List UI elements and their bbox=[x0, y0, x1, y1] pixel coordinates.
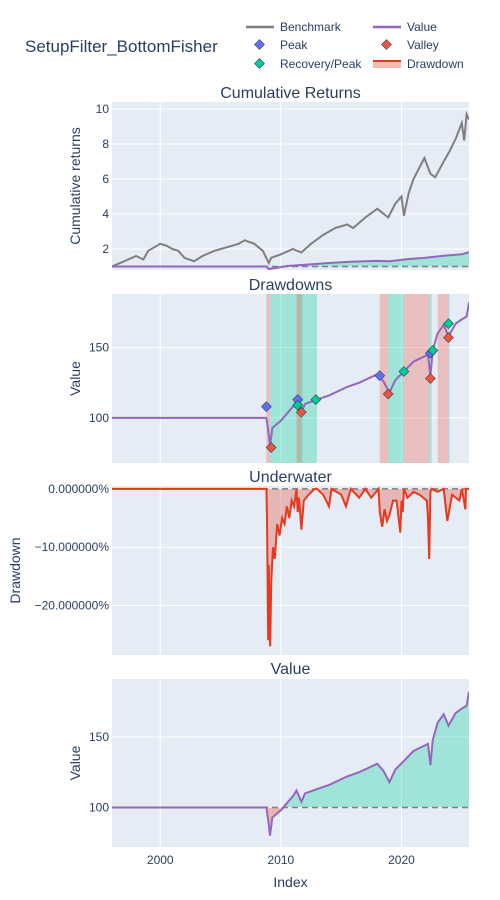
drawdown-shade bbox=[266, 294, 270, 463]
drawdown-line bbox=[112, 486, 469, 647]
y-axis-label: Value bbox=[67, 745, 83, 780]
subplot-title: Value bbox=[271, 661, 311, 678]
recovery-shade bbox=[448, 294, 450, 463]
peak-marker bbox=[261, 401, 272, 413]
underwater-panel: 0.000000% −10.000000% −20.000000% Underwate… bbox=[7, 469, 469, 655]
gain-area bbox=[112, 691, 469, 808]
plot-area bbox=[112, 294, 469, 463]
recovery-marker bbox=[443, 318, 454, 329]
recovery-marker bbox=[427, 344, 439, 356]
legend: Benchmark Value Peak Valley Recovery/Pea… bbox=[246, 20, 464, 71]
recovery-marker bbox=[310, 394, 322, 405]
legend-drawdown-swatch bbox=[373, 60, 401, 68]
valley-marker bbox=[265, 442, 277, 453]
legend-peak-marker bbox=[254, 39, 265, 50]
legend-recovery-marker bbox=[254, 58, 265, 69]
benchmark-line bbox=[112, 110, 469, 268]
y-tick-label: 8 bbox=[102, 137, 109, 151]
y-tick-label: 0.000000% bbox=[48, 482, 109, 496]
drawdown-shade bbox=[437, 294, 449, 463]
plot-area bbox=[112, 102, 469, 270]
y-tick-label: 150 bbox=[89, 341, 109, 355]
subplot-title: Drawdowns bbox=[249, 277, 333, 294]
plot-body bbox=[112, 486, 469, 647]
legend-recovery-label: Recovery/Peak bbox=[280, 57, 362, 71]
y-tick-label: 150 bbox=[89, 730, 109, 744]
peak-marker bbox=[292, 394, 304, 405]
y-tick-label: 6 bbox=[102, 172, 109, 186]
legend-valley-marker bbox=[381, 39, 392, 50]
legend-drawdown-label: Drawdown bbox=[407, 57, 464, 71]
x-tick-label: 2010 bbox=[267, 853, 294, 867]
value-panel: 100 150 Value Value 2000 2010 2020 Index bbox=[67, 661, 469, 890]
legend-benchmark-label: Benchmark bbox=[280, 20, 342, 34]
recovery-shade bbox=[269, 294, 318, 463]
drawdown-shade bbox=[403, 294, 430, 463]
value-line bbox=[112, 691, 469, 836]
valley-marker bbox=[382, 388, 394, 400]
legend-valley-label: Valley bbox=[407, 38, 439, 52]
valley-marker bbox=[425, 373, 436, 384]
subplot-title: Cumulative Returns bbox=[220, 85, 361, 102]
y-tick-label: −20.000000% bbox=[35, 598, 110, 612]
y-tick-label: 2 bbox=[102, 242, 109, 256]
legend-peak-label: Peak bbox=[280, 38, 308, 52]
y-tick-label: 100 bbox=[89, 411, 109, 425]
cumulative-returns-panel: 2 4 6 8 10 Cumulative Returns Cumulative retur… bbox=[67, 85, 469, 270]
y-axis-label: Cumulative returns bbox=[67, 127, 83, 245]
peak-marker bbox=[374, 370, 386, 382]
y-axis-label: Value bbox=[67, 361, 83, 396]
value-area bbox=[112, 252, 469, 270]
x-tick-label: 2020 bbox=[388, 853, 415, 867]
plot-area bbox=[112, 679, 469, 847]
legend-value-label: Value bbox=[407, 20, 437, 34]
x-tick-label: 2000 bbox=[147, 853, 174, 867]
valley-marker bbox=[443, 332, 454, 344]
y-tick-label: −10.000000% bbox=[35, 540, 110, 554]
y-axis-label: Drawdown bbox=[7, 537, 23, 603]
valley-marker bbox=[295, 406, 307, 418]
subplot-title: Underwater bbox=[249, 469, 332, 486]
y-tick-label: 10 bbox=[96, 102, 110, 116]
plot-body bbox=[112, 294, 469, 463]
drawdown-shade bbox=[296, 294, 302, 463]
drawdowns-panel: 100 150 Drawdowns Value bbox=[67, 277, 469, 463]
plot-body bbox=[112, 110, 469, 270]
value-line bbox=[112, 251, 469, 270]
drawdown-shade bbox=[379, 294, 389, 463]
recovery-shade bbox=[301, 294, 303, 463]
figure-title: SetupFilter_BottomFisher bbox=[25, 37, 218, 56]
y-tick-label: 4 bbox=[102, 207, 109, 221]
y-tick-label: 100 bbox=[89, 800, 109, 814]
recovery-marker bbox=[292, 399, 304, 411]
recovery-marker bbox=[398, 366, 410, 377]
plot-body bbox=[112, 691, 469, 836]
x-axis-label: Index bbox=[273, 874, 307, 890]
